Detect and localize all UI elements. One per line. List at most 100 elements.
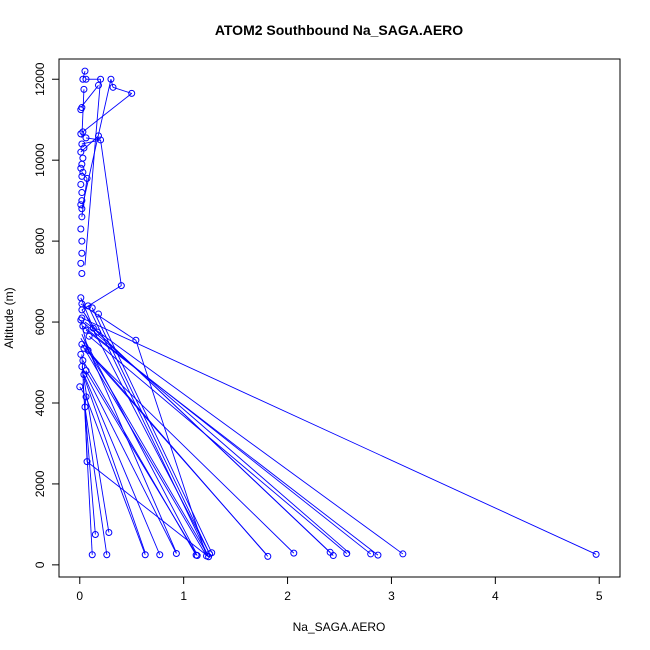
data-point <box>78 160 86 168</box>
data-point <box>79 154 87 162</box>
series-line-segment <box>84 407 88 462</box>
data-point <box>77 225 85 233</box>
series-line-segment <box>81 344 207 557</box>
data-point <box>105 528 113 536</box>
data-point <box>80 85 88 93</box>
data-point <box>107 75 115 83</box>
series-line-segment <box>83 348 295 554</box>
data-point <box>78 213 86 221</box>
series-line-segment <box>85 137 101 141</box>
data-point <box>78 306 86 314</box>
data-point <box>76 383 84 391</box>
data-point <box>79 168 87 176</box>
series-line-segment <box>81 366 177 554</box>
series-line-segment <box>80 297 94 329</box>
data-point <box>82 134 90 142</box>
data-point <box>78 197 86 205</box>
data-point <box>78 140 86 148</box>
series-line-segment <box>84 79 102 266</box>
data-point <box>91 531 99 539</box>
data-point <box>89 324 97 332</box>
series-line-segment <box>82 325 371 555</box>
data-point <box>77 201 85 209</box>
data-point <box>78 205 86 213</box>
series-line-segment <box>82 360 197 556</box>
x-tick-label: 5 <box>596 589 603 603</box>
data-point <box>78 189 86 197</box>
data-point <box>94 132 102 140</box>
y-tick-label: 8000 <box>33 227 47 254</box>
data-point <box>193 552 201 560</box>
data-point <box>78 340 86 348</box>
series-line-segment <box>84 406 108 555</box>
plot-frame <box>58 58 621 578</box>
series-line-segment <box>81 334 177 553</box>
x-tick-label: 0 <box>76 589 83 603</box>
data-point <box>78 237 86 245</box>
series-line-segment <box>79 386 87 398</box>
data-point <box>103 551 111 559</box>
series-line-segment <box>82 321 351 554</box>
y-axis-label: Altitude (m) <box>2 287 16 348</box>
series-line-segment <box>89 354 268 556</box>
data-point <box>82 367 90 375</box>
data-point <box>78 249 86 257</box>
data-point <box>94 310 102 318</box>
series-line-segment <box>91 307 211 555</box>
series-line-segment <box>81 370 146 553</box>
y-tick-label: 2000 <box>33 470 47 497</box>
x-tick-label: 2 <box>284 589 291 603</box>
data-point <box>343 550 351 558</box>
data-point <box>79 128 87 136</box>
y-tick-label: 10000 <box>33 143 47 177</box>
data-point <box>83 174 91 182</box>
x-tick-label: 4 <box>492 589 499 603</box>
data-point <box>80 344 88 352</box>
data-point <box>77 350 85 358</box>
series-lines <box>79 71 597 558</box>
chart-title: ATOM2 Southbound Na_SAGA.AERO <box>215 22 463 38</box>
data-point <box>77 130 85 138</box>
data-point <box>77 164 85 172</box>
series-line-segment <box>84 313 212 557</box>
data-point <box>264 552 272 560</box>
data-point <box>82 393 90 401</box>
data-point <box>82 75 90 83</box>
series-line-segment <box>84 396 87 408</box>
data-point <box>88 304 96 312</box>
series-line-segment <box>85 396 146 555</box>
series-line-segment <box>80 135 99 153</box>
series-line-segment <box>83 378 110 533</box>
data-point <box>290 549 298 557</box>
x-axis: 0 1 2 3 4 5 <box>76 576 603 603</box>
data-point <box>93 328 101 336</box>
y-tick-label: 12000 <box>33 62 47 96</box>
data-point <box>77 316 85 324</box>
x-tick-label: 1 <box>180 589 187 603</box>
data-point <box>84 302 92 310</box>
series-line-segment <box>81 79 112 209</box>
data-point <box>132 336 140 344</box>
data-point <box>88 551 96 559</box>
data-point <box>78 269 86 277</box>
data-point <box>79 75 87 83</box>
data-point <box>208 549 216 557</box>
data-point <box>80 371 88 379</box>
data-point <box>399 550 407 558</box>
y-tick-label: 0 <box>33 561 47 568</box>
data-point <box>97 75 105 83</box>
series-line-segment <box>81 317 597 555</box>
data-point <box>156 551 164 559</box>
data-point <box>117 282 125 290</box>
data-point <box>81 67 89 75</box>
series-line-segment <box>81 178 88 217</box>
series-line-segment <box>81 285 122 311</box>
data-point <box>85 332 93 340</box>
data-point <box>77 106 85 114</box>
data-point <box>128 89 136 97</box>
series-line-segment <box>98 313 213 553</box>
data-point <box>77 259 85 267</box>
series-line-segment <box>84 321 404 555</box>
series-line-segment <box>82 93 132 133</box>
data-point <box>141 551 149 559</box>
